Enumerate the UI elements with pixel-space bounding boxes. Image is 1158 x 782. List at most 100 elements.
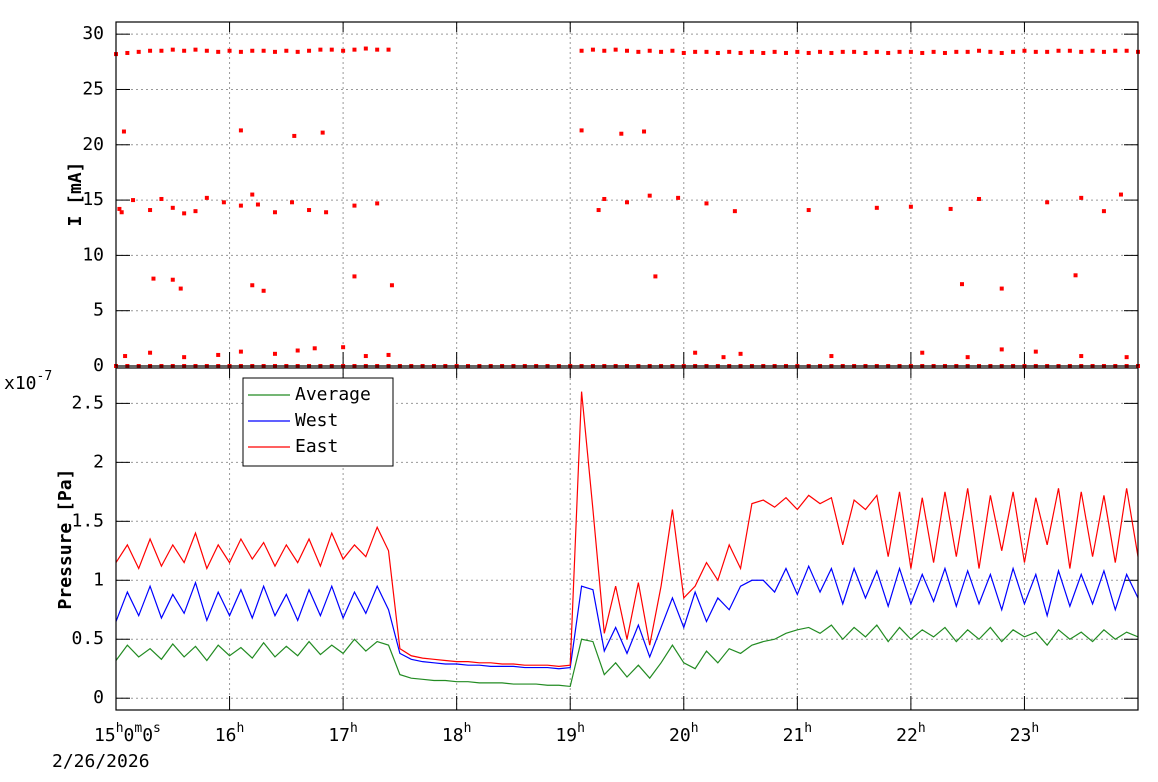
data-point xyxy=(886,50,891,55)
data-point xyxy=(602,48,607,53)
legend-label: West xyxy=(295,410,338,431)
data-line xyxy=(115,391,1139,667)
data-point xyxy=(1101,209,1106,214)
data-point xyxy=(389,283,394,288)
data-point xyxy=(193,209,198,214)
data-point xyxy=(250,283,255,288)
data-point xyxy=(125,50,130,55)
data-point xyxy=(375,201,380,206)
data-point xyxy=(874,49,879,54)
y-tick-label: 2.5 xyxy=(71,392,104,413)
data-point xyxy=(1011,49,1016,54)
data-point xyxy=(1056,48,1061,53)
data-point xyxy=(738,351,743,356)
data-point xyxy=(704,49,709,54)
data-point xyxy=(386,47,391,52)
data-point xyxy=(151,276,156,281)
data-point xyxy=(772,49,777,54)
data-point xyxy=(613,47,618,52)
data-point xyxy=(908,49,913,54)
data-point xyxy=(272,351,277,356)
data-point xyxy=(238,349,243,354)
data-point xyxy=(216,352,221,357)
y-tick-label: 25 xyxy=(82,78,104,99)
data-point xyxy=(920,50,925,55)
data-point xyxy=(238,128,243,133)
data-point xyxy=(829,354,834,359)
x-tick-label: 23h xyxy=(1010,721,1040,746)
data-point xyxy=(170,277,175,282)
data-point xyxy=(117,206,122,211)
data-point xyxy=(324,210,329,215)
y-tick-label: 0.5 xyxy=(71,628,104,649)
data-point xyxy=(761,50,766,55)
data-point xyxy=(642,129,647,134)
data-point xyxy=(375,47,380,52)
data-point xyxy=(806,208,811,213)
data-point xyxy=(307,208,312,213)
data-point xyxy=(182,48,187,53)
data-point xyxy=(977,196,982,201)
data-point xyxy=(732,209,737,214)
data-point xyxy=(363,46,368,51)
x-tick-label: 17h xyxy=(328,721,358,746)
data-point xyxy=(829,50,834,55)
data-point xyxy=(1113,48,1118,53)
data-point xyxy=(681,50,686,55)
data-point xyxy=(625,48,629,53)
data-point xyxy=(352,47,357,52)
x-tick-label: 22h xyxy=(896,721,926,746)
data-point xyxy=(636,49,641,54)
data-point xyxy=(204,195,209,200)
data-point xyxy=(1124,48,1129,53)
data-point xyxy=(1045,49,1050,54)
data-point xyxy=(148,208,153,213)
date-label: 2/26/2026 xyxy=(52,751,150,772)
data-point xyxy=(178,286,183,291)
data-point xyxy=(182,355,187,360)
data-point xyxy=(352,274,357,279)
data-line xyxy=(115,624,1139,688)
data-point xyxy=(579,128,584,133)
y-tick-label: 15 xyxy=(82,189,104,210)
x-tick-label: 19h xyxy=(555,721,585,746)
data-point xyxy=(295,348,300,353)
data-point xyxy=(1101,49,1106,54)
data-point xyxy=(272,210,277,215)
data-point xyxy=(874,205,879,210)
x-tick-label: 18h xyxy=(442,721,472,746)
data-point xyxy=(715,50,720,55)
data-point xyxy=(1067,48,1072,53)
data-point xyxy=(1073,273,1078,278)
data-line xyxy=(115,564,1139,670)
data-point xyxy=(123,354,128,359)
data-point xyxy=(619,131,624,136)
data-point xyxy=(159,48,164,53)
y-tick-label: 30 xyxy=(82,23,104,44)
data-point xyxy=(320,130,325,135)
data-point xyxy=(290,200,295,205)
data-point xyxy=(352,203,357,208)
data-point xyxy=(1118,192,1123,197)
data-point xyxy=(920,350,925,355)
data-point xyxy=(255,202,260,207)
data-point xyxy=(1079,49,1084,54)
data-point xyxy=(795,49,800,54)
data-point xyxy=(148,48,153,53)
data-point xyxy=(318,47,323,52)
data-point xyxy=(221,200,226,205)
data-point xyxy=(863,50,868,55)
legend-box xyxy=(242,377,394,467)
y-tick-label: 5 xyxy=(93,300,104,321)
data-point xyxy=(1045,200,1050,205)
data-point xyxy=(238,49,243,54)
plot-frame xyxy=(115,367,1139,711)
data-point xyxy=(329,47,334,52)
data-point xyxy=(959,282,964,287)
data-point xyxy=(1124,355,1129,360)
data-point xyxy=(227,48,232,53)
legend-label: Average xyxy=(295,384,371,405)
data-point xyxy=(965,355,970,360)
data-point xyxy=(121,129,126,134)
